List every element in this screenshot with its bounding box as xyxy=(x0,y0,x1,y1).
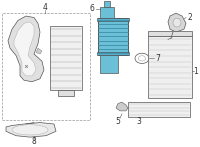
Polygon shape xyxy=(116,102,128,111)
Text: 3: 3 xyxy=(137,117,141,126)
Polygon shape xyxy=(6,123,56,137)
Text: 6: 6 xyxy=(90,4,94,13)
Text: 2: 2 xyxy=(188,13,192,22)
Bar xyxy=(50,26,82,90)
Bar xyxy=(100,55,118,73)
Bar xyxy=(58,90,74,96)
Ellipse shape xyxy=(173,18,181,27)
Text: 8: 8 xyxy=(32,137,36,146)
Ellipse shape xyxy=(12,125,48,135)
Bar xyxy=(166,39,174,44)
Bar xyxy=(128,102,190,117)
Bar xyxy=(100,7,114,17)
Bar xyxy=(97,17,129,21)
Bar xyxy=(97,52,129,55)
Bar xyxy=(104,1,110,7)
Bar xyxy=(98,17,128,55)
Text: 7: 7 xyxy=(156,54,160,63)
Text: 1: 1 xyxy=(194,67,198,76)
Text: 5: 5 xyxy=(116,117,120,126)
Bar xyxy=(148,36,192,98)
Bar xyxy=(148,31,192,36)
Polygon shape xyxy=(14,22,36,76)
Polygon shape xyxy=(8,16,44,82)
Polygon shape xyxy=(36,48,42,54)
Polygon shape xyxy=(168,13,186,32)
Bar xyxy=(2,13,90,120)
Text: 4: 4 xyxy=(43,3,47,12)
Ellipse shape xyxy=(103,58,115,71)
